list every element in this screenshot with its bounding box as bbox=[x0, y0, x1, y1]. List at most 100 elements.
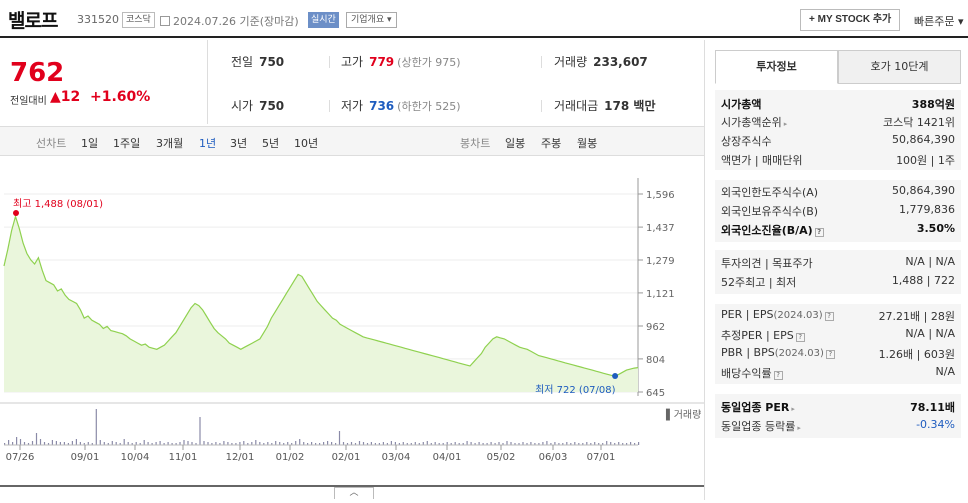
volume-bar bbox=[430, 443, 432, 445]
period-1w[interactable]: 1주일 bbox=[113, 137, 141, 150]
row-label: 외국인한도주식수(A) bbox=[721, 186, 819, 199]
volume-bar bbox=[522, 442, 524, 445]
volume-bar bbox=[538, 443, 540, 445]
volume: 거래량 233,607 bbox=[554, 53, 648, 70]
volume-bar bbox=[307, 443, 309, 445]
collapse-button[interactable]: ︿ bbox=[334, 487, 374, 499]
help-icon[interactable]: ? bbox=[773, 371, 783, 380]
period-3y[interactable]: 3년 bbox=[230, 137, 248, 150]
week52-row: 52주최고 | 최저 1,488 | 722 bbox=[721, 274, 955, 292]
info-section-foreign: 외국인한도주식수(A) 50,864,390 외국인보유주식수(B) 1,779,8… bbox=[715, 180, 961, 242]
volume-bar bbox=[542, 442, 544, 445]
volume-bar bbox=[55, 441, 57, 445]
volume-bar bbox=[59, 442, 61, 445]
chevron-right-icon: ▸ bbox=[783, 120, 788, 128]
corp-info-dropdown[interactable]: 기업개요 ▾ bbox=[346, 12, 397, 28]
volume-bar bbox=[378, 443, 380, 445]
volume-bar bbox=[239, 442, 241, 445]
volume-bar bbox=[594, 442, 596, 445]
volume-bar bbox=[342, 442, 345, 445]
investment-panel: 투자정보 호가 10단계 시가총액 388억원 시가총액순위 ▸ 코스닥 1421위 … bbox=[704, 40, 968, 500]
help-icon[interactable]: ? bbox=[825, 350, 835, 359]
volume-bar bbox=[374, 443, 376, 445]
period-1y[interactable]: 1년 bbox=[199, 137, 217, 150]
volume-bar bbox=[518, 443, 520, 445]
upper-limit: (상한가 975) bbox=[397, 56, 461, 69]
up-arrow-icon: ▲ bbox=[50, 89, 61, 105]
row-label: 시가총액 bbox=[721, 98, 762, 111]
volume-bar bbox=[279, 442, 281, 445]
tab-orderbook[interactable]: 호가 10단계 bbox=[838, 50, 961, 84]
help-icon[interactable]: ? bbox=[814, 228, 824, 237]
volume-bar bbox=[550, 443, 552, 445]
quick-order-dropdown[interactable]: 빠른주문 ▾ bbox=[914, 13, 964, 29]
chevron-down-icon: ▾ bbox=[957, 15, 964, 28]
divider bbox=[329, 100, 330, 112]
volume-bar bbox=[179, 442, 181, 445]
volume-bar bbox=[303, 442, 305, 445]
x-tick-label: 07/01 bbox=[587, 452, 616, 463]
row-label: 투자의견 | 목표주가 bbox=[721, 257, 813, 270]
prev-value: 750 bbox=[259, 55, 285, 69]
min-label: 최저 722 (07/08) bbox=[535, 384, 616, 396]
change-percent: +1.60% bbox=[90, 89, 151, 105]
calendar-icon bbox=[160, 16, 170, 26]
current-price-box: 762 전일대비 ▲12 +1.60% bbox=[0, 40, 208, 124]
min-marker bbox=[612, 372, 619, 379]
period-10y[interactable]: 10년 bbox=[294, 137, 319, 150]
help-icon[interactable]: ? bbox=[824, 312, 834, 321]
dividend-row: 배당수익률? N/A bbox=[721, 365, 955, 383]
volume-bar bbox=[606, 441, 608, 445]
corp-info-label: 기업개요 bbox=[351, 15, 385, 25]
foreign-ratio-row: 외국인소진율(B/A)? 3.50% bbox=[721, 222, 955, 240]
volume-bar bbox=[510, 442, 512, 445]
row-label: 동일업종 PER bbox=[721, 401, 790, 414]
volume-bar bbox=[554, 442, 556, 445]
volume-bar bbox=[103, 442, 105, 445]
period-5y[interactable]: 5년 bbox=[262, 137, 280, 150]
row-period: (2024.03) bbox=[774, 348, 824, 359]
volume-bar bbox=[8, 440, 10, 445]
volume-bar bbox=[574, 442, 576, 445]
prev-label: 전일 bbox=[231, 55, 254, 69]
volume-bar bbox=[634, 443, 636, 445]
pbr-bps-row: PBR | BPS(2024.03)? 1.26배 | 603원 bbox=[721, 346, 955, 364]
volume-bar bbox=[263, 443, 265, 445]
volume-bar bbox=[207, 442, 209, 445]
period-1d[interactable]: 1일 bbox=[81, 137, 99, 150]
volume-bar bbox=[127, 442, 129, 445]
volume-bar bbox=[335, 443, 337, 445]
candle-weekly[interactable]: 주봉 bbox=[541, 137, 562, 150]
date-value: 2024.07.26 bbox=[173, 15, 236, 28]
chevron-up-icon: ︿ bbox=[349, 488, 359, 498]
tab-investment-info[interactable]: 투자정보 bbox=[715, 50, 838, 84]
industry-per-row[interactable]: 동일업종 PER ▸ 78.11배 bbox=[721, 399, 955, 417]
volume-bar bbox=[143, 440, 145, 445]
volume-bar bbox=[462, 443, 464, 445]
market-cap-rank-row[interactable]: 시가총액순위 ▸ 코스닥 1421위 bbox=[721, 114, 955, 132]
volume-bar bbox=[422, 442, 424, 445]
x-tick-label: 07/26 bbox=[6, 452, 35, 463]
amount-label: 거래대금 bbox=[554, 99, 599, 113]
volume-bar bbox=[99, 440, 101, 445]
volume-bar bbox=[271, 443, 273, 445]
volume-bar bbox=[83, 443, 85, 445]
open-value: 750 bbox=[259, 99, 285, 113]
volume-bar bbox=[255, 440, 257, 445]
volume-bar bbox=[610, 442, 612, 445]
volume-bar bbox=[438, 443, 440, 445]
candle-monthly[interactable]: 월봉 bbox=[577, 137, 598, 150]
mystock-add-button[interactable]: + MY STOCK 추가 bbox=[800, 9, 901, 31]
lower-limit: (하한가 525) bbox=[397, 100, 461, 113]
realtime-badge[interactable]: 실시간 bbox=[308, 12, 339, 28]
industry-change-row[interactable]: 동일업종 등락률 ▸ -0.34% bbox=[721, 418, 955, 436]
volume-bar bbox=[478, 442, 480, 445]
candle-daily[interactable]: 일봉 bbox=[505, 137, 526, 150]
period-3m[interactable]: 3개월 bbox=[156, 137, 184, 150]
volume-bar bbox=[442, 443, 444, 445]
volume-bar bbox=[446, 442, 448, 445]
opinion-row: 투자의견 | 목표주가 N/A | N/A bbox=[721, 255, 955, 273]
row-value: 1.26배 | 603원 bbox=[878, 348, 955, 361]
price-chart[interactable]: 1,596 1,437 1,279 1,121 962 804 645 최고 1,488 (0… bbox=[0, 158, 704, 500]
help-icon[interactable]: ? bbox=[795, 333, 805, 342]
